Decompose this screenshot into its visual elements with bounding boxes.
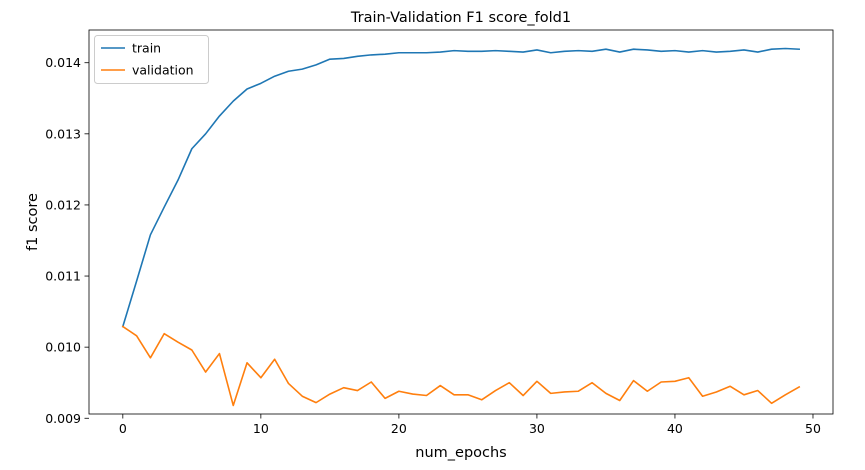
plot-frame: [88, 29, 834, 415]
y-tick-label: 0.013: [45, 126, 81, 141]
y-tick-label: 0.012: [45, 197, 81, 212]
chart-title: Train-Validation F1 score_fold1: [350, 10, 571, 26]
x-tick-label: 50: [805, 421, 821, 436]
y-axis: 0.009 0.010 0.011 0.012 0.013 0.014: [45, 55, 89, 426]
legend-label-validation: validation: [132, 63, 194, 78]
x-tick-label: 20: [391, 421, 407, 436]
x-axis: 0 10 20 30 40 50: [119, 414, 821, 436]
x-tick-label: 40: [667, 421, 683, 436]
y-tick-label: 0.014: [45, 55, 81, 70]
y-tick-label: 0.009: [45, 411, 81, 426]
x-tick-label: 30: [529, 421, 545, 436]
x-axis-label: num_epochs: [415, 445, 506, 461]
series-line-train: [121, 47, 801, 328]
plot-area: [121, 47, 801, 407]
y-axis-label: f1 score: [25, 193, 41, 251]
x-tick-label: 10: [253, 421, 269, 436]
y-tick-label: 0.010: [45, 340, 81, 355]
legend-label-train: train: [132, 41, 161, 56]
legend: train validation: [94, 35, 209, 84]
series-line-validation: [121, 325, 801, 407]
y-tick-label: 0.011: [45, 269, 81, 284]
x-tick-label: 0: [119, 421, 127, 436]
